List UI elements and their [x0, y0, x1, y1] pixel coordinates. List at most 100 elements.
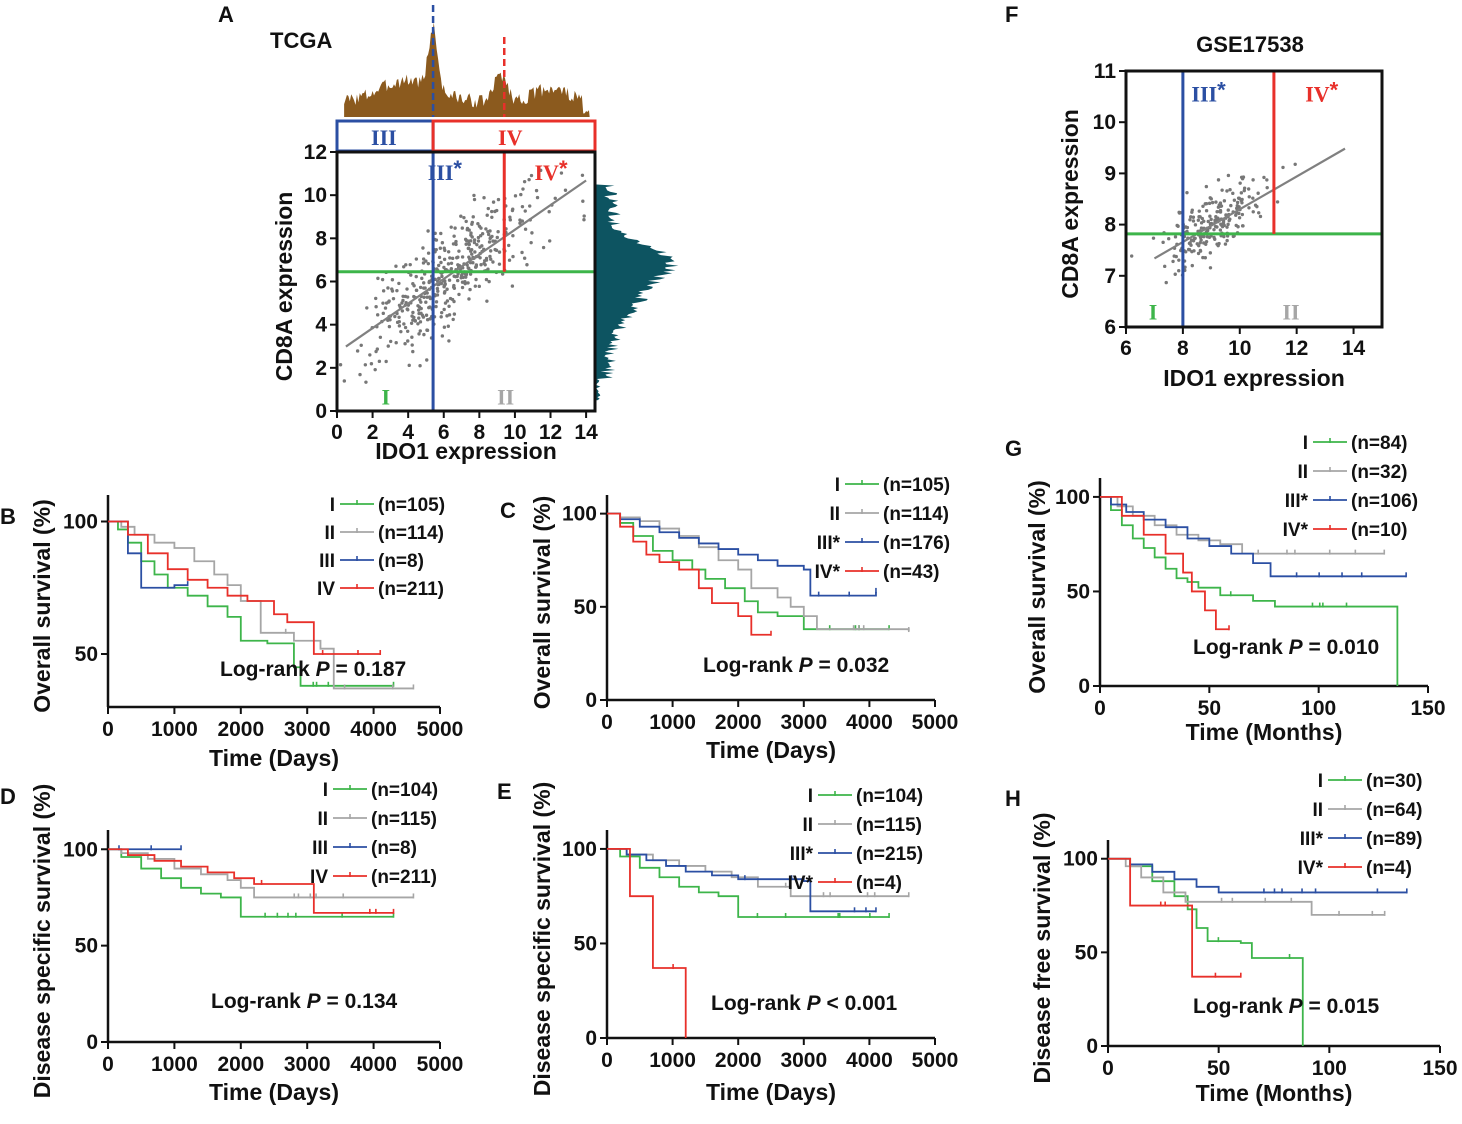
- x-tick-label: 3000: [780, 1049, 827, 1072]
- scatter-point: [484, 227, 488, 231]
- y-tick-label: 12: [304, 141, 327, 164]
- scatter-point: [374, 349, 378, 354]
- scatter-point: [446, 262, 451, 266]
- scatter-point: [452, 234, 456, 238]
- scatter-point: [442, 285, 446, 289]
- quadrant-label-i: I: [381, 385, 390, 410]
- scatter-point: [482, 261, 486, 266]
- scatter-point: [495, 208, 499, 213]
- pvalue-prefix: Log-rank: [1193, 636, 1289, 659]
- scatter-point: [434, 238, 439, 242]
- scatter-point: [402, 322, 406, 326]
- x-tick-label: 3000: [780, 711, 827, 734]
- scatter-point: [1242, 186, 1247, 190]
- panel-letter-E: E: [497, 779, 512, 804]
- km-curve-IV: [108, 520, 381, 655]
- scatter-point: [1218, 228, 1223, 232]
- quadrant-label-ii: II: [497, 385, 514, 410]
- scatter-point: [1197, 215, 1201, 219]
- scatter-point: [454, 242, 458, 247]
- pvalue-value: = 0.010: [1303, 636, 1379, 659]
- scatter-point: [1234, 213, 1238, 217]
- scatter-point: [518, 221, 522, 225]
- scatter-point: [469, 239, 473, 243]
- scatter-point: [409, 273, 413, 277]
- x-tick-label: 0: [331, 421, 343, 444]
- scatter-point: [511, 234, 515, 238]
- scatter-point: [417, 332, 421, 336]
- scatter-point: [365, 306, 369, 310]
- log-rank-pvalue: Log-rank P < 0.001: [711, 992, 897, 1015]
- y-tick-label: 50: [574, 932, 597, 955]
- scatter-point: [494, 248, 499, 253]
- scatter-point: [455, 278, 460, 283]
- scatter-point: [496, 230, 500, 234]
- scatter-point: [1281, 165, 1285, 170]
- scatter-point: [582, 217, 586, 222]
- scatter-point: [442, 246, 446, 250]
- scatter-point: [461, 275, 465, 280]
- scatter-point: [1246, 187, 1251, 191]
- panel-title: GSE17538: [1196, 32, 1304, 57]
- scatter-point: [381, 301, 385, 305]
- scatter-point: [410, 335, 414, 339]
- x-tick-label: 14: [1342, 337, 1366, 360]
- pvalue-symbol: P: [307, 990, 322, 1013]
- scatter-point: [374, 304, 378, 309]
- legend-count: (n=4): [1366, 858, 1412, 879]
- scatter-point: [520, 204, 525, 209]
- y-tick-label: 50: [75, 935, 98, 958]
- scatter-point: [489, 235, 493, 240]
- x-tick-label: 2000: [715, 1049, 762, 1072]
- legend-count: (n=64): [1366, 800, 1423, 821]
- legend-group-label: I: [1303, 433, 1308, 454]
- scatter-point: [375, 313, 380, 317]
- scatter-point: [467, 255, 471, 259]
- y-tick-label: 50: [574, 596, 597, 619]
- scatter-point: [428, 317, 432, 321]
- legend-group-label: IV*: [1298, 858, 1324, 879]
- scatter-point: [456, 255, 460, 259]
- ido1-marginal-histogram: [344, 22, 590, 118]
- scatter-point: [421, 246, 425, 250]
- scatter-point: [495, 235, 499, 240]
- scatter-point: [456, 263, 460, 267]
- scatter-point: [1177, 258, 1181, 262]
- scatter-point: [447, 313, 452, 317]
- cd8a-marginal-histogram: [595, 184, 679, 401]
- scatter-point: [530, 231, 534, 235]
- quadrant-label-iv-star: *: [1330, 78, 1339, 103]
- scatter-point: [401, 294, 405, 298]
- scatter-point: [473, 284, 478, 288]
- y-tick-label: 8: [1104, 214, 1116, 237]
- scatter-point: [522, 179, 527, 184]
- x-tick-label: 5000: [417, 718, 464, 741]
- scatter-point: [449, 261, 454, 265]
- scatter-point: [1238, 181, 1242, 185]
- scatter-point: [1173, 235, 1178, 239]
- scatter-point: [553, 196, 557, 200]
- scatter-point: [1190, 208, 1194, 212]
- scatter-point: [1235, 206, 1239, 210]
- scatter-point: [1185, 190, 1189, 195]
- scatter-point: [462, 215, 466, 220]
- scatter-point: [425, 295, 429, 299]
- scatter-point: [1187, 248, 1192, 252]
- scatter-point: [535, 195, 540, 200]
- km-curve-III: [607, 848, 876, 913]
- scatter-point: [1253, 203, 1258, 207]
- km-curve-I: [108, 848, 394, 918]
- x-axis-label: Time (Months): [1196, 1080, 1353, 1106]
- scatter-point: [358, 372, 362, 377]
- scatter-point: [389, 339, 393, 344]
- scatter-point: [482, 259, 487, 263]
- x-axis-label: Time (Days): [209, 1079, 339, 1105]
- scatter-point: [1251, 210, 1255, 214]
- scatter-point: [1220, 188, 1224, 192]
- legend-count: (n=115): [856, 815, 922, 836]
- legend-group-label: IV*: [788, 873, 814, 894]
- scatter-point: [1240, 201, 1244, 205]
- scatter-point: [523, 209, 527, 213]
- scatter-point: [414, 274, 418, 279]
- scatter-point: [1237, 216, 1242, 220]
